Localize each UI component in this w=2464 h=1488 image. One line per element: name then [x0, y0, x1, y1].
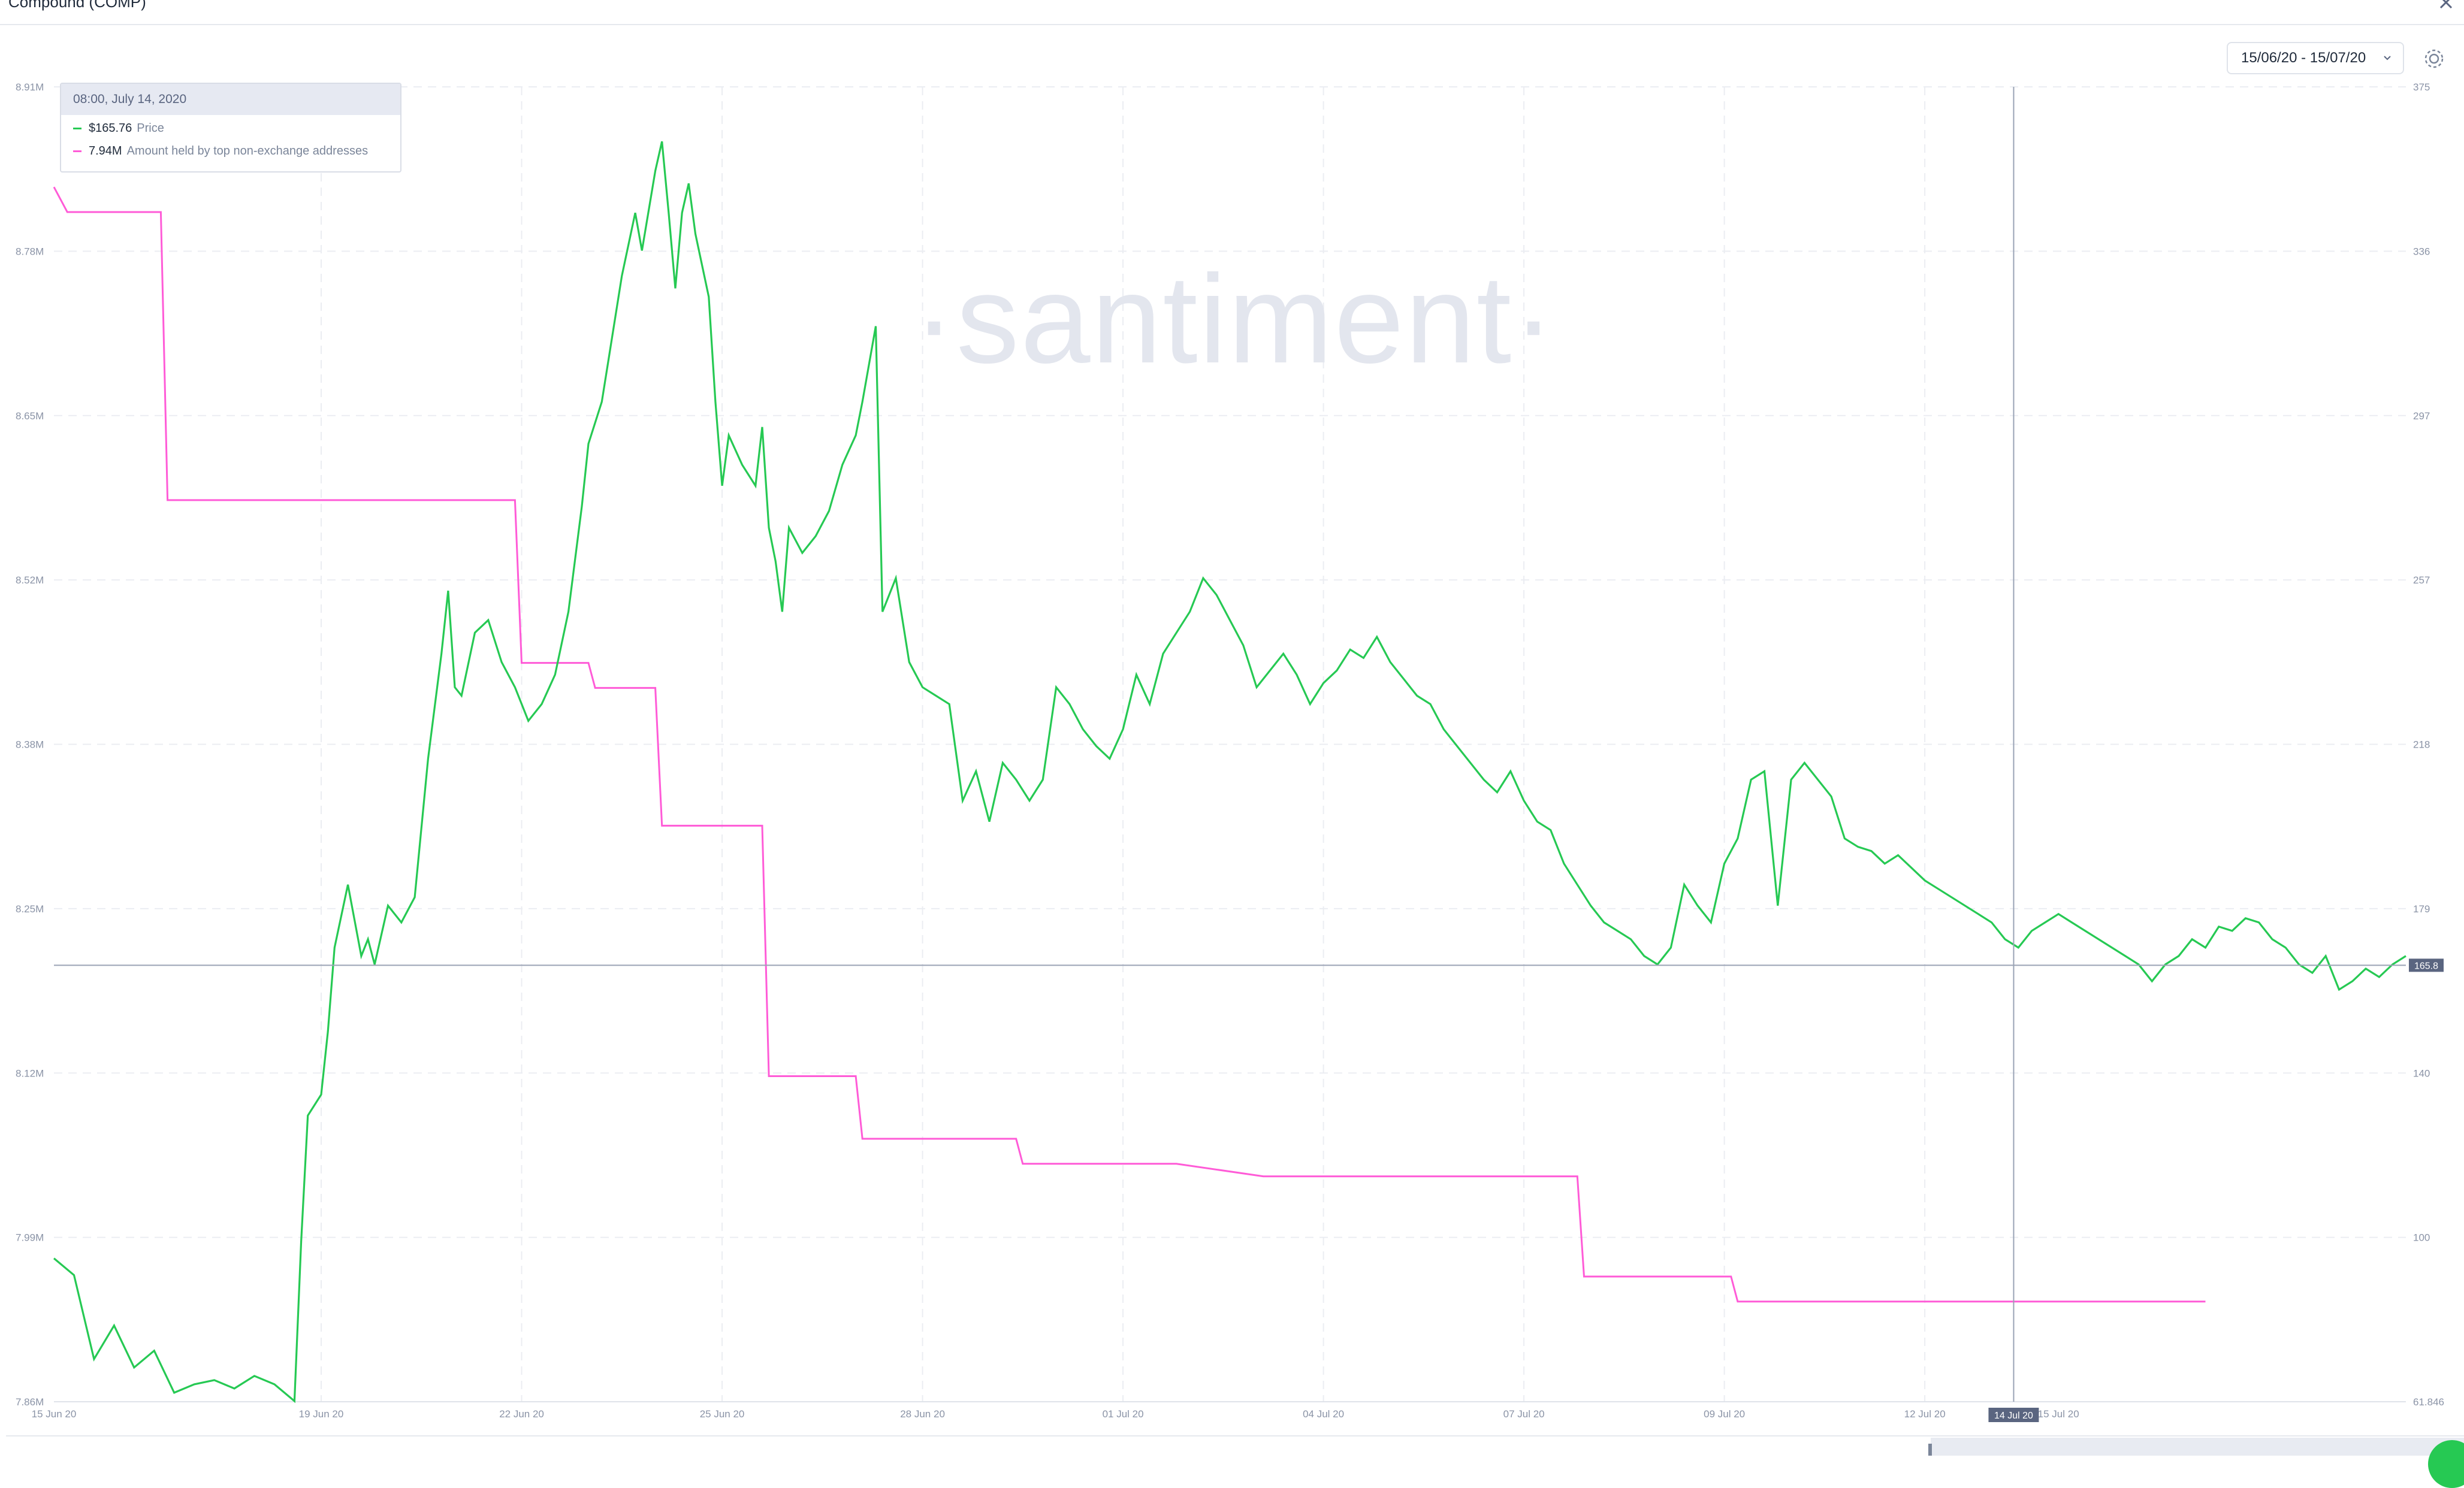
chart-container[interactable]: ·santiment· 7.86M 7.99M 8.12M 8.25M 8.38M 8.5…	[0, 0, 2464, 1456]
tooltip-date: 08:00, July 14, 2020	[61, 84, 400, 115]
tooltip-price-value: $165.76	[89, 121, 132, 135]
tooltip-amount-label: Amount held by top non-exchange addresse…	[126, 144, 369, 158]
x-axis-tick-label: 09 Jul 20	[1704, 1408, 1745, 1420]
left-axis-tick-label: 8.78M	[16, 246, 44, 257]
navigator-selection[interactable]	[1931, 1438, 2464, 1456]
x-axis-tick-label: 22 Jun 20	[499, 1408, 544, 1420]
x-axis-ticks: 15 Jun 20 19 Jun 20 22 Jun 20 25 Jun 20 28 J…	[32, 1408, 2079, 1420]
amount-legend-swatch	[73, 150, 81, 152]
price-marker-label: 165.8	[2414, 961, 2438, 971]
crosshair-date-marker: 14 Jul 20	[1988, 1408, 2039, 1422]
amount-held-line[interactable]	[53, 186, 2206, 1303]
navigator-handle[interactable]	[1928, 1444, 1932, 1456]
x-axis-tick-label: 19 Jun 20	[299, 1408, 344, 1420]
date-marker-label: 14 Jul 20	[1994, 1411, 2033, 1421]
close-button[interactable]	[2433, 0, 2459, 16]
left-axis-tick-label: 7.99M	[16, 1232, 44, 1244]
left-axis-tick-label: 8.12M	[16, 1067, 44, 1079]
left-axis-tick-label: 8.52M	[16, 574, 44, 586]
close-icon	[2439, 0, 2453, 9]
price-line[interactable]	[53, 141, 2406, 1404]
right-axis-tick-label: 375	[2413, 81, 2430, 93]
right-axis-ticks: 61.846 100 140 179 218 257 297 336 375	[2413, 81, 2444, 1408]
right-axis-tick-label: 336	[2413, 246, 2430, 257]
left-axis-tick-label: 8.38M	[16, 739, 44, 751]
tooltip-amount-value: 7.94M	[89, 144, 122, 158]
chart-tooltip: 08:00, July 14, 2020 $165.76 Price 7.94M…	[60, 83, 401, 173]
timeline-navigator[interactable]	[6, 1435, 2464, 1457]
x-axis-tick-label: 12 Jul 20	[1904, 1408, 1946, 1420]
watermark-text: ·santiment·	[913, 249, 1556, 389]
tooltip-row-price: $165.76 Price	[61, 119, 400, 138]
x-axis-tick-label: 15 Jul 20	[2038, 1408, 2079, 1420]
right-axis-tick-label: 140	[2413, 1067, 2430, 1079]
right-axis-tick-label: 297	[2413, 410, 2430, 422]
left-axis-ticks: 7.86M 7.99M 8.12M 8.25M 8.38M 8.52M 8.65M 8.78M…	[16, 81, 44, 1408]
right-axis-tick-label: 218	[2413, 739, 2430, 751]
date-range-label: 15/06/20 - 15/07/20	[2241, 50, 2366, 66]
x-axis-tick-label: 04 Jul 20	[1303, 1408, 1344, 1420]
right-axis-tick-label: 61.846	[2413, 1396, 2444, 1408]
chevron-down-icon	[2384, 56, 2391, 61]
right-axis-tick-label: 257	[2413, 574, 2430, 586]
x-axis-tick-label: 25 Jun 20	[700, 1408, 745, 1420]
right-axis-tick-label: 100	[2413, 1232, 2430, 1244]
window-header: Compound (COMP)	[0, 0, 2464, 25]
x-axis-tick-label: 28 Jun 20	[900, 1408, 945, 1420]
tooltip-row-amount: 7.94M Amount held by top non-exchange ad…	[61, 141, 400, 161]
left-axis-tick-label: 8.65M	[16, 410, 44, 422]
window-title: Compound (COMP)	[8, 0, 146, 11]
x-axis-tick-label: 07 Jul 20	[1503, 1408, 1545, 1420]
right-axis-tick-label: 179	[2413, 903, 2430, 915]
current-price-marker: 165.8	[2409, 958, 2444, 972]
tooltip-price-label: Price	[137, 121, 164, 135]
gear-icon[interactable]	[2421, 46, 2447, 72]
x-axis-tick-label: 15 Jun 20	[32, 1408, 77, 1420]
date-range-picker[interactable]: 15/06/20 - 15/07/20	[2227, 42, 2404, 74]
price-legend-swatch	[73, 127, 81, 129]
x-axis-tick-label: 01 Jul 20	[1103, 1408, 1144, 1420]
left-axis-tick-label: 8.25M	[16, 903, 44, 915]
left-axis-tick-label: 7.86M	[16, 1396, 44, 1408]
chart-canvas[interactable]: ·santiment· 7.86M 7.99M 8.12M 8.25M 8.38M 8.5…	[0, 0, 2464, 1456]
left-axis-tick-label: 8.91M	[16, 81, 44, 93]
